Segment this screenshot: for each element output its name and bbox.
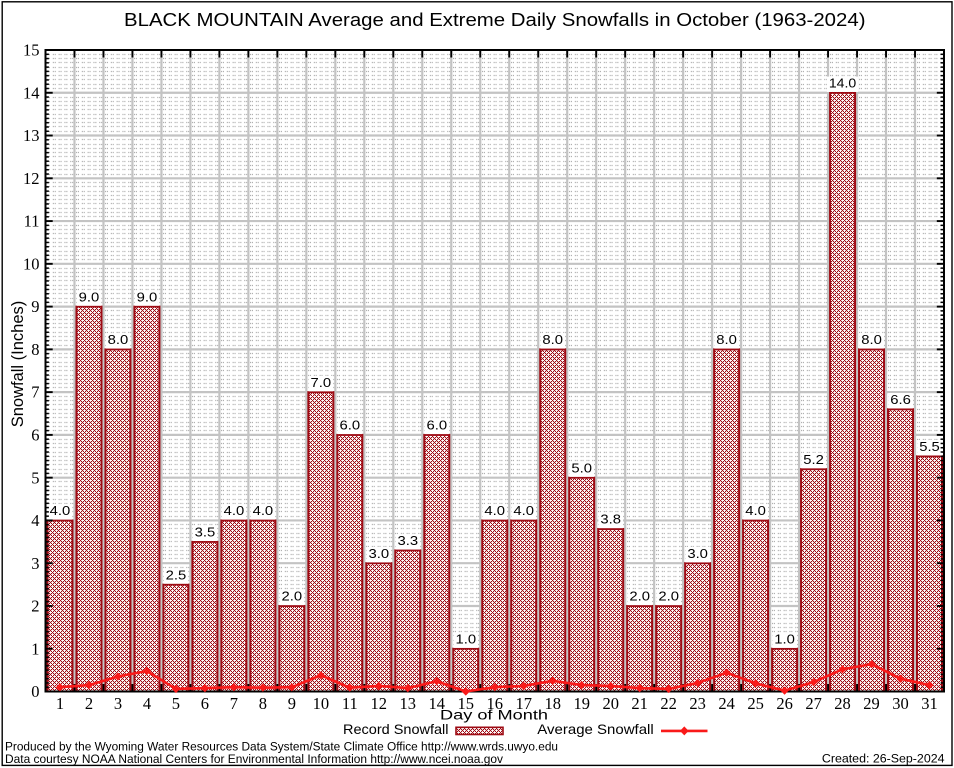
svg-text:1: 1 xyxy=(56,694,64,713)
svg-text:1.0: 1.0 xyxy=(774,632,795,646)
svg-text:5: 5 xyxy=(31,468,39,487)
svg-text:4.0: 4.0 xyxy=(745,504,766,518)
svg-text:20: 20 xyxy=(602,694,619,713)
svg-text:3.3: 3.3 xyxy=(398,534,419,548)
svg-text:6.0: 6.0 xyxy=(426,419,447,433)
svg-text:Record Snowfall: Record Snowfall xyxy=(343,721,449,737)
svg-text:4.0: 4.0 xyxy=(50,504,71,518)
svg-text:Day of Month: Day of Month xyxy=(440,708,548,724)
svg-text:2.0: 2.0 xyxy=(629,590,650,604)
svg-text:Snowfall (Inches): Snowfall (Inches) xyxy=(9,301,27,428)
svg-text:10: 10 xyxy=(313,694,330,713)
svg-text:Produced by the Wyoming Water: Produced by the Wyoming Water Resources … xyxy=(5,740,558,754)
svg-text:1.0: 1.0 xyxy=(455,632,476,646)
svg-text:4.0: 4.0 xyxy=(253,504,274,518)
svg-text:9.0: 9.0 xyxy=(79,290,100,304)
svg-text:23: 23 xyxy=(689,694,706,713)
svg-text:5.5: 5.5 xyxy=(919,440,940,454)
svg-text:1: 1 xyxy=(31,639,39,658)
svg-text:22: 22 xyxy=(660,694,677,713)
svg-text:13: 13 xyxy=(23,126,40,145)
svg-text:28: 28 xyxy=(834,694,851,713)
svg-text:26: 26 xyxy=(776,694,793,713)
svg-text:6.0: 6.0 xyxy=(340,419,361,433)
svg-text:3.8: 3.8 xyxy=(600,513,621,527)
svg-text:5.0: 5.0 xyxy=(571,461,592,475)
svg-text:9: 9 xyxy=(288,694,296,713)
svg-text:2.5: 2.5 xyxy=(166,568,187,582)
svg-text:8: 8 xyxy=(259,694,267,713)
svg-text:10: 10 xyxy=(23,254,40,273)
svg-text:2.0: 2.0 xyxy=(658,590,679,604)
svg-text:3.0: 3.0 xyxy=(687,547,708,561)
svg-text:8: 8 xyxy=(31,340,39,359)
svg-text:Created: 26-Sep-2024: Created: 26-Sep-2024 xyxy=(822,751,945,765)
svg-text:11: 11 xyxy=(24,212,40,231)
svg-text:12: 12 xyxy=(23,169,40,188)
svg-text:0: 0 xyxy=(31,682,39,701)
svg-text:3.0: 3.0 xyxy=(369,547,390,561)
svg-text:13: 13 xyxy=(400,694,417,713)
svg-text:27: 27 xyxy=(805,694,822,713)
svg-text:6.6: 6.6 xyxy=(890,393,911,407)
svg-text:3: 3 xyxy=(31,554,39,573)
svg-text:3.5: 3.5 xyxy=(195,526,216,540)
svg-text:24: 24 xyxy=(718,694,735,713)
svg-text:15: 15 xyxy=(458,694,475,713)
svg-text:7.0: 7.0 xyxy=(311,376,332,390)
svg-text:21: 21 xyxy=(631,694,648,713)
svg-text:4.0: 4.0 xyxy=(484,504,505,518)
svg-text:8.0: 8.0 xyxy=(108,333,129,347)
svg-text:3: 3 xyxy=(114,694,122,713)
svg-text:Average Snowfall: Average Snowfall xyxy=(537,721,653,737)
svg-text:14: 14 xyxy=(23,83,40,102)
svg-text:6: 6 xyxy=(31,426,39,445)
svg-text:8.0: 8.0 xyxy=(861,333,882,347)
svg-text:4: 4 xyxy=(31,511,39,530)
svg-text:5.2: 5.2 xyxy=(803,453,824,467)
svg-text:5: 5 xyxy=(172,694,180,713)
svg-text:30: 30 xyxy=(892,694,909,713)
svg-text:11: 11 xyxy=(342,694,358,713)
svg-text:14: 14 xyxy=(429,694,446,713)
svg-text:4.0: 4.0 xyxy=(224,504,245,518)
svg-text:8.0: 8.0 xyxy=(716,333,737,347)
svg-text:7: 7 xyxy=(230,694,238,713)
svg-text:2.0: 2.0 xyxy=(282,590,303,604)
svg-text:2: 2 xyxy=(31,597,39,616)
svg-text:7: 7 xyxy=(31,383,39,402)
svg-text:8.0: 8.0 xyxy=(542,333,563,347)
svg-text:9.0: 9.0 xyxy=(137,290,158,304)
svg-text:4: 4 xyxy=(143,694,151,713)
svg-text:17: 17 xyxy=(515,694,532,713)
svg-text:29: 29 xyxy=(863,694,880,713)
svg-text:6: 6 xyxy=(201,694,209,713)
svg-text:15: 15 xyxy=(23,41,40,60)
svg-text:19: 19 xyxy=(573,694,590,713)
svg-text:31: 31 xyxy=(921,694,938,713)
svg-text:18: 18 xyxy=(544,694,561,713)
svg-text:BLACK MOUNTAIN Average and Ext: BLACK MOUNTAIN Average and Extreme Daily… xyxy=(124,9,866,30)
svg-text:12: 12 xyxy=(371,694,388,713)
svg-text:9: 9 xyxy=(31,297,39,316)
svg-text:25: 25 xyxy=(747,694,764,713)
svg-text:14.0: 14.0 xyxy=(829,76,856,90)
svg-text:16: 16 xyxy=(487,694,504,713)
svg-text:4.0: 4.0 xyxy=(513,504,534,518)
svg-text:2: 2 xyxy=(85,694,93,713)
svg-text:Data courtesy NOAA National Ce: Data courtesy NOAA National Centers for … xyxy=(5,752,504,766)
